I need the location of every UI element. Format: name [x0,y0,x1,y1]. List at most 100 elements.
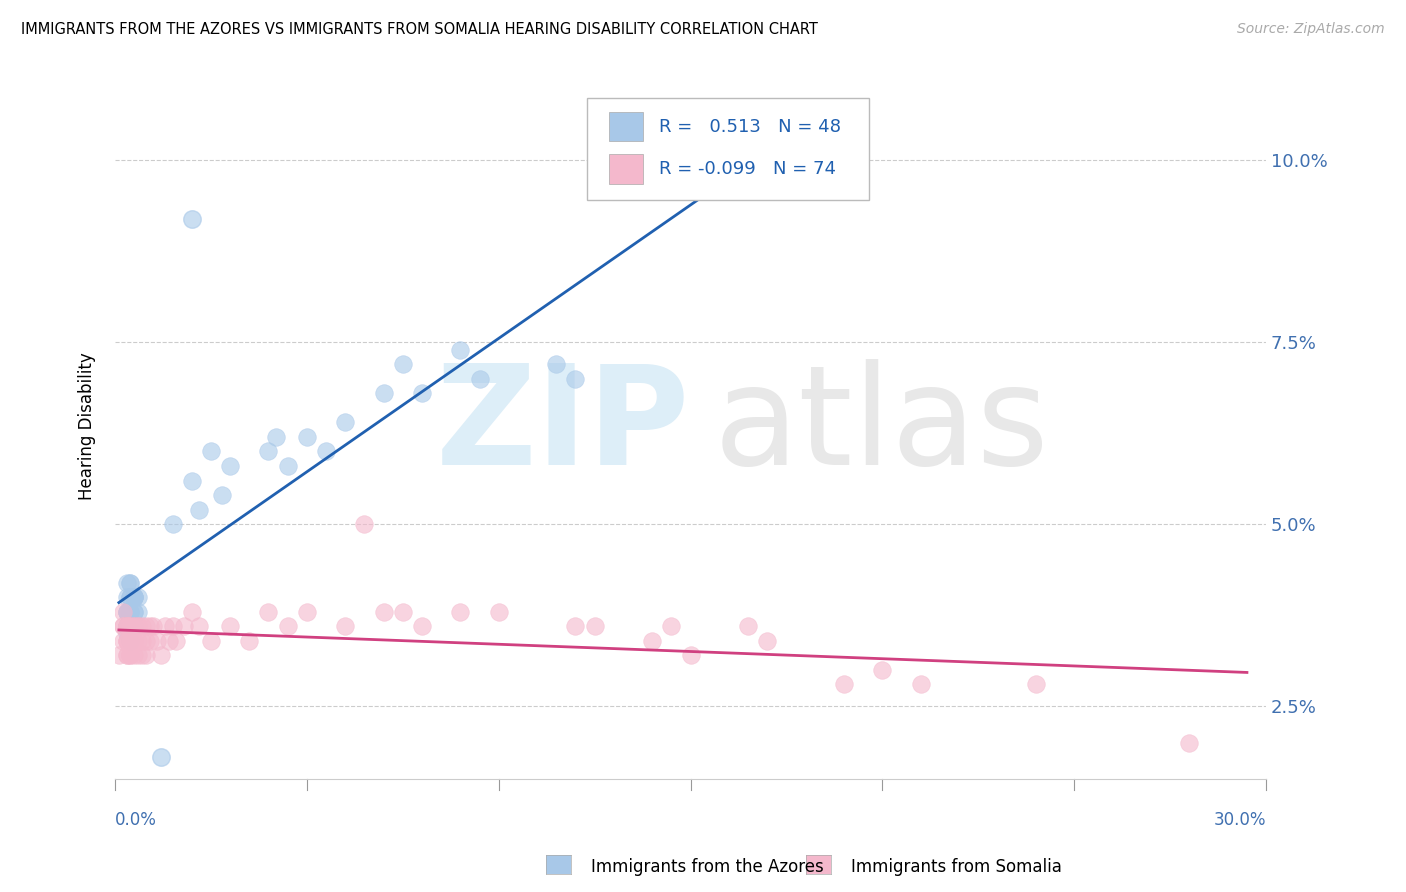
Point [180,211,202,226]
Point [142,619,165,633]
Point [120,619,142,633]
Point [127,648,149,663]
Point [135,619,157,633]
Point [131,633,153,648]
Text: 30.0%: 30.0% [1213,811,1267,829]
Point [115,633,138,648]
Bar [609,112,644,142]
Point [449,605,471,619]
Point [717,168,740,182]
Point [120,619,142,633]
Point [115,633,138,648]
Point [122,605,145,619]
Point [115,575,138,590]
Point [127,619,149,633]
Point [180,474,202,488]
Point [115,619,138,633]
Point [1025,677,1047,691]
Point [122,590,145,604]
Point [661,619,683,633]
Point [295,605,318,619]
Text: atlas: atlas [714,359,1049,493]
Point [910,677,932,691]
Point [295,430,318,444]
Point [391,605,413,619]
Point [238,633,260,648]
Point [353,517,375,532]
Point [173,619,195,633]
Y-axis label: Hearing Disability: Hearing Disability [79,352,96,500]
Point [411,619,433,633]
Point [115,619,138,633]
Point [115,605,138,619]
Point [1178,736,1201,750]
Point [111,605,134,619]
Point [188,502,211,516]
Point [564,372,586,386]
Text: Source: ZipAtlas.com: Source: ZipAtlas.com [1237,22,1385,37]
Point [115,648,138,663]
Point [564,619,586,633]
Point [583,619,606,633]
Point [115,590,138,604]
Point [122,590,145,604]
Point [219,458,242,473]
Point [122,590,145,604]
Point [131,648,153,663]
Point [546,357,568,371]
Point [127,633,149,648]
Bar [609,154,644,184]
Point [150,750,173,764]
Point [120,633,142,648]
Point [120,633,142,648]
Point [122,633,145,648]
Point [120,633,142,648]
Point [150,648,173,663]
Point [157,633,180,648]
Point [335,416,357,430]
Point [872,663,894,677]
Point [373,605,395,619]
Point [391,357,413,371]
Point [449,343,471,357]
Point [257,605,280,619]
Point [679,648,702,663]
Point [165,633,187,648]
Point [115,633,138,648]
Text: R = -0.099   N = 74: R = -0.099 N = 74 [659,160,837,178]
Point [111,619,134,633]
Point [468,372,491,386]
Point [335,619,357,633]
Point [120,575,142,590]
Point [122,619,145,633]
Text: Immigrants from the Azores: Immigrants from the Azores [591,858,824,876]
Point [219,619,242,633]
Point [756,633,779,648]
Point [127,619,149,633]
Point [737,619,759,633]
Point [138,619,160,633]
Point [120,590,142,604]
Point [277,458,299,473]
Point [138,633,160,648]
Point [115,619,138,633]
Point [122,648,145,663]
Point [122,619,145,633]
Point [115,619,138,633]
Point [122,590,145,604]
Point [115,605,138,619]
Point [200,633,222,648]
Point [115,619,138,633]
Text: 0.0%: 0.0% [115,811,157,829]
Point [411,386,433,401]
Point [122,619,145,633]
Point [120,575,142,590]
Text: IMMIGRANTS FROM THE AZORES VS IMMIGRANTS FROM SOMALIA HEARING DISABILITY CORRELA: IMMIGRANTS FROM THE AZORES VS IMMIGRANTS… [21,22,818,37]
FancyBboxPatch shape [586,98,869,200]
Point [257,444,280,458]
Point [127,590,149,604]
Point [127,605,149,619]
Point [122,633,145,648]
Point [115,605,138,619]
Point [641,633,664,648]
